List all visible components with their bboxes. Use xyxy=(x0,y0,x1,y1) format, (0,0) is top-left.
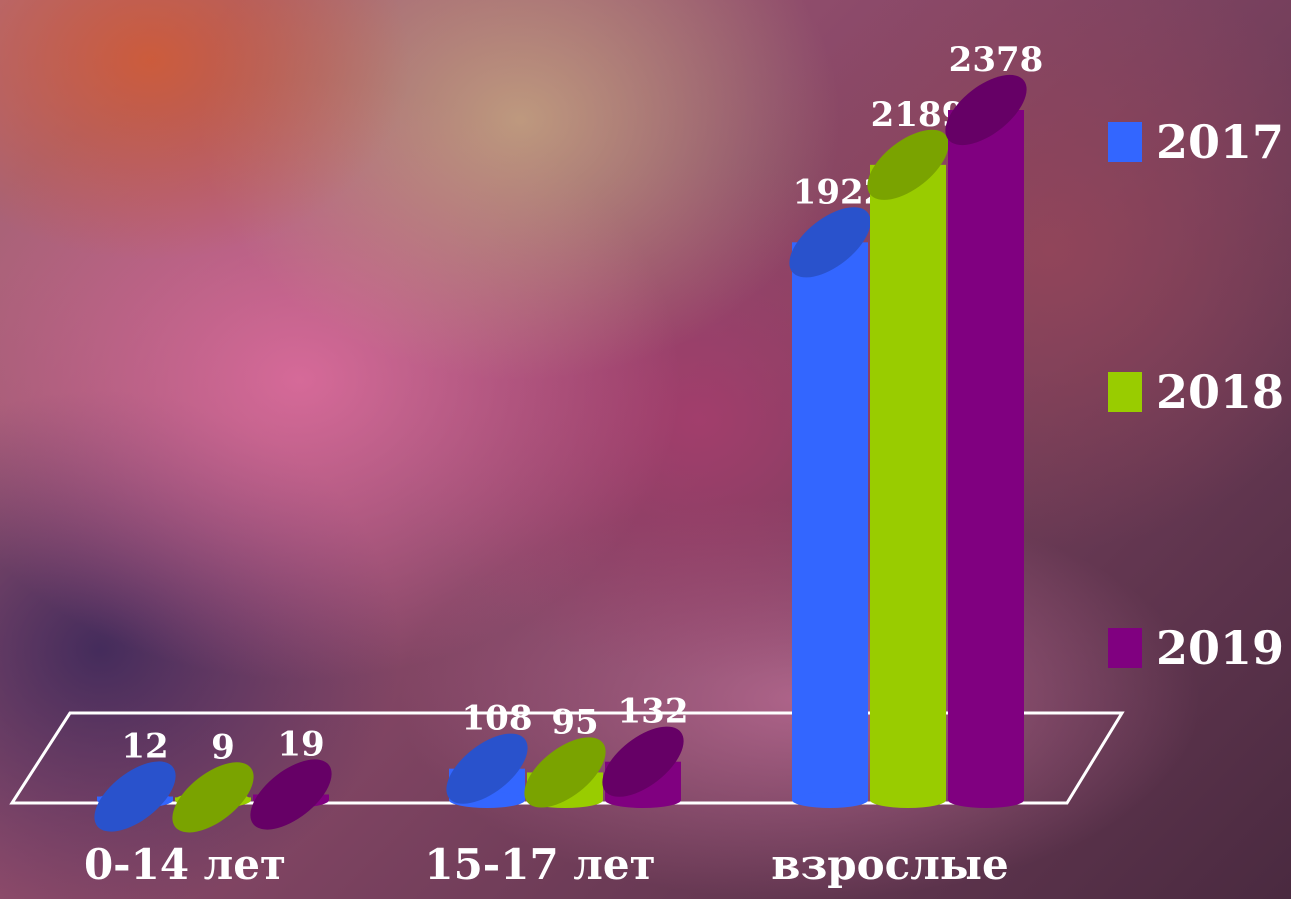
bar-top xyxy=(789,207,871,278)
data-label: 108 xyxy=(462,699,533,739)
data-label: 19 xyxy=(277,724,324,764)
bar-top xyxy=(250,759,332,830)
data-label: 12 xyxy=(121,727,168,767)
legend-label: 2019 xyxy=(1156,621,1284,675)
legend-label: 2017 xyxy=(1156,115,1284,169)
bar-body xyxy=(870,164,946,800)
bar-bottom xyxy=(792,792,868,808)
bar xyxy=(94,761,176,832)
bar xyxy=(172,762,254,833)
bar-top xyxy=(94,761,176,832)
data-label: 132 xyxy=(618,692,689,732)
legend-swatch xyxy=(1108,372,1142,412)
data-label: 2378 xyxy=(949,40,1044,80)
legend-swatch xyxy=(1108,122,1142,162)
bar-top xyxy=(172,762,254,833)
bar-body xyxy=(948,110,1024,800)
bar xyxy=(945,74,1027,808)
bar xyxy=(867,129,949,808)
bar xyxy=(446,733,528,808)
legend-label: 2018 xyxy=(1156,365,1284,419)
bar xyxy=(602,726,684,808)
bar-top xyxy=(446,733,528,804)
legend-swatch xyxy=(1108,628,1142,668)
bar-body xyxy=(792,242,868,800)
bar-top xyxy=(945,74,1027,146)
floor xyxy=(9,711,1125,805)
bar xyxy=(524,737,606,808)
bar-top xyxy=(524,737,606,808)
data-label: 9 xyxy=(211,727,235,767)
bar xyxy=(789,207,871,808)
bar-bottom xyxy=(948,792,1024,808)
x-tick-label: взрослые xyxy=(771,840,1008,889)
x-tick-label: 15-17 лет xyxy=(424,840,655,889)
x-tick-label: 0-14 лет xyxy=(84,840,286,889)
data-label: 95 xyxy=(551,702,598,742)
bar-bottom xyxy=(870,792,946,808)
bar xyxy=(250,759,332,830)
bar-top xyxy=(602,726,684,797)
bar-top xyxy=(867,129,949,200)
